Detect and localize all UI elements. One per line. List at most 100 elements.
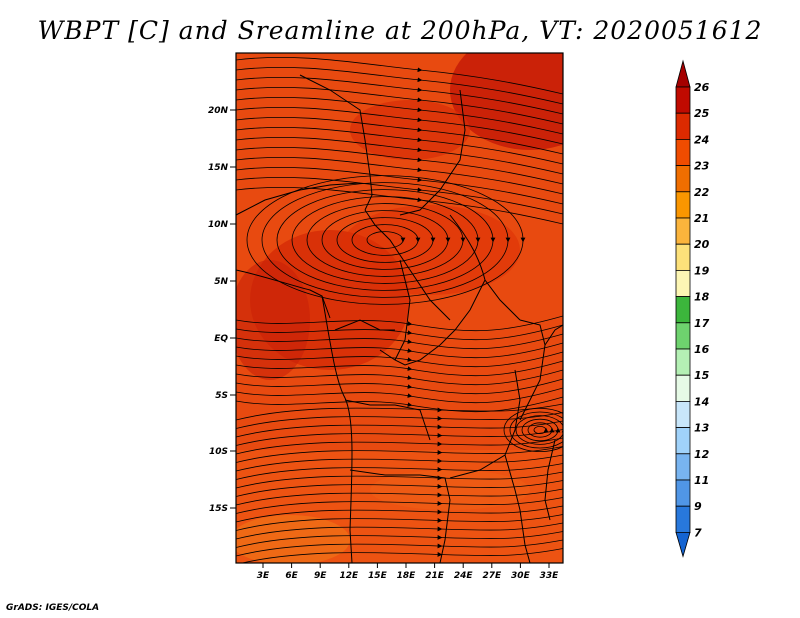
streamline — [236, 315, 563, 332]
lat-tick-label: 15S — [209, 504, 228, 514]
colorbar-label: 22 — [694, 186, 710, 199]
grads-credit: GrADS: IGES/COLA — [6, 603, 100, 613]
streamline — [236, 106, 563, 145]
streamline — [236, 56, 563, 95]
streamline — [236, 116, 563, 155]
streamline — [503, 408, 563, 452]
streamline — [521, 418, 561, 442]
colorbar: 26 25 24 23 22 21 20 19 18 17 16 15 14 13 12 11 9 7 — [675, 59, 710, 558]
colorbar-label: 19 — [694, 264, 710, 277]
streamline — [236, 146, 563, 185]
streamline — [236, 342, 563, 359]
lat-tick-label: 10S — [209, 447, 228, 457]
lon-tick-label: 18E — [397, 571, 417, 581]
colorbar-swatch — [675, 374, 691, 402]
streamline — [236, 324, 563, 341]
streamline — [321, 210, 451, 270]
streamline — [236, 351, 563, 368]
lat-tick-label: 20N — [208, 106, 229, 116]
lat-tick-label: 5N — [214, 277, 228, 287]
streamline — [236, 76, 563, 115]
streamline — [236, 454, 563, 472]
streamline — [236, 156, 563, 195]
streamline — [351, 224, 421, 256]
lon-tick-label: 6E — [285, 571, 298, 581]
colorbar-swatch — [675, 138, 691, 166]
streamline — [236, 360, 563, 377]
country-borders — [236, 74, 563, 563]
streamline — [236, 96, 563, 135]
streamline — [236, 333, 563, 350]
streamline — [236, 176, 563, 215]
lat-tick-label: 10N — [208, 220, 229, 230]
lat-tick-label: EQ — [214, 334, 228, 344]
colorbar-label: 13 — [694, 422, 710, 435]
colorbar-swatch — [675, 453, 691, 481]
lat-tick-label: 15N — [208, 163, 229, 173]
streamline — [236, 66, 563, 105]
colorbar-swatch — [675, 296, 691, 324]
colorbar-swatch — [675, 165, 691, 193]
streamline — [236, 497, 563, 514]
colorbar-label: 11 — [694, 474, 709, 487]
streamline — [236, 403, 563, 421]
streamline — [236, 522, 563, 540]
colorbar-swatch — [675, 86, 691, 114]
plot-frame — [235, 52, 564, 564]
lon-tick-label: 27E — [482, 571, 502, 581]
colorbar-bottom-arrow — [675, 532, 691, 558]
colorbar-label: 26 — [694, 81, 710, 94]
lon-tick-label: 12E — [339, 571, 359, 581]
lon-tick-label: 9E — [314, 571, 327, 581]
colorbar-swatch — [675, 505, 691, 533]
streamline — [533, 426, 549, 434]
streamline — [366, 231, 406, 249]
streamlines — [236, 56, 563, 563]
wbpt-field — [236, 53, 563, 563]
streamline — [236, 378, 563, 395]
colorbar-swatch — [675, 479, 691, 507]
streamline — [261, 182, 511, 298]
colorbar-swatch — [675, 112, 691, 140]
streamline — [236, 166, 563, 205]
streamline — [509, 411, 563, 449]
streamline — [236, 412, 563, 429]
lon-tick-label: 3E — [257, 571, 270, 581]
colorbar-swatch — [675, 427, 691, 455]
streamline — [236, 86, 563, 125]
streamline — [240, 548, 563, 563]
colorbar-label: 15 — [694, 369, 710, 382]
streamline — [236, 369, 563, 386]
streamline — [236, 420, 563, 438]
lon-tick-label: 33E — [540, 571, 560, 581]
colorbar-swatch — [675, 191, 691, 219]
colorbar-label: 14 — [694, 395, 709, 408]
streamline — [236, 505, 563, 523]
streamline — [515, 415, 563, 445]
colorbar-swatch — [675, 348, 691, 376]
streamline — [291, 196, 481, 284]
longitude-axis: 3E 6E 9E 12E 15E 18E 21E 24E 27E 30E 33E — [257, 563, 559, 581]
colorbar-label: 16 — [694, 343, 710, 356]
streamline — [236, 463, 563, 480]
colorbar-label: 21 — [694, 212, 709, 225]
streamline — [236, 446, 563, 463]
streamline — [276, 189, 496, 291]
lon-tick-label: 21E — [425, 571, 445, 581]
streamline — [236, 480, 563, 497]
colorbar-swatch — [675, 269, 691, 297]
streamline — [306, 203, 466, 277]
streamline — [236, 387, 563, 404]
colorbar-label: 18 — [694, 291, 710, 304]
streamline — [236, 126, 563, 165]
colorbar-swatch — [675, 243, 691, 271]
colorbar-swatch — [675, 217, 691, 245]
streamline — [236, 514, 563, 531]
lat-tick-label: 5S — [215, 391, 228, 401]
map-title: WBPT [C] and Sreamline at 200hPa, VT: 20… — [37, 16, 763, 45]
latitude-axis: 20N 15N 10N 5N EQ 5S 10S 15S — [208, 106, 236, 514]
lon-tick-label: 15E — [368, 571, 388, 581]
colorbar-label: 25 — [694, 107, 710, 120]
colorbar-label: 20 — [694, 238, 710, 251]
